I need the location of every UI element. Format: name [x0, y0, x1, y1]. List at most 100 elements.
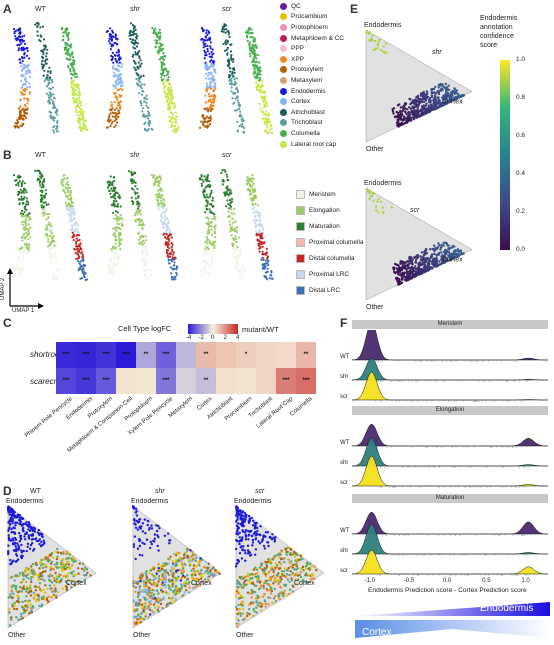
panel-d-cell-point — [243, 531, 247, 534]
umap-cell-point — [258, 250, 261, 253]
panel-b-title-scr: scr — [222, 152, 232, 159]
panel-d-cell-point — [143, 596, 147, 600]
umap-cell-point — [235, 258, 238, 261]
umap-cell-point — [246, 32, 249, 35]
panel-d-cell-point — [249, 602, 252, 605]
umap-cell-point — [64, 52, 67, 55]
panel-d-cell-point — [260, 609, 263, 612]
umap-cell-point — [263, 265, 266, 268]
panel-d-cell-point — [44, 591, 47, 594]
umap-cell-point — [50, 78, 54, 81]
panel-d-cell-point — [289, 561, 292, 564]
panel-d-cell-point — [26, 601, 30, 604]
umap-cell-point — [133, 25, 136, 28]
umap-cell-point — [160, 57, 163, 60]
umap-cell-point — [113, 119, 116, 122]
umap-cell-point — [162, 226, 165, 230]
umap-cell-point — [74, 252, 77, 255]
umap-cell-point — [136, 187, 139, 190]
panel-d-cell-point — [50, 596, 53, 599]
cell-type-legend-swatch — [280, 34, 287, 42]
zone-legend-swatch — [296, 205, 305, 215]
umap-cell-point — [230, 208, 233, 211]
umap-cell-point — [155, 196, 159, 199]
umap-cell-point — [15, 183, 18, 186]
panel-d-cell-point — [251, 544, 254, 547]
umap-cell-point — [115, 252, 118, 255]
umap-cell-point — [209, 87, 212, 90]
panel-d-cell-point — [244, 515, 248, 519]
panel-d-cell-point — [37, 576, 40, 579]
umap-cell-point — [77, 84, 80, 87]
umap-cell-point — [204, 125, 207, 128]
umap-cell-point — [265, 101, 269, 104]
umap-cell-point — [160, 68, 163, 71]
umap-cell-point — [134, 41, 138, 44]
panel-d-cell-point — [20, 612, 23, 616]
panel-d-cell-point — [148, 606, 152, 609]
umap-cell-point — [23, 87, 27, 90]
umap-cell-point — [119, 228, 122, 231]
umap-cell-point — [44, 77, 47, 81]
panel-d-cell-point — [160, 583, 163, 586]
umap-cell-point — [42, 184, 45, 187]
umap-cell-point — [41, 55, 44, 59]
umap-cell-point — [73, 73, 76, 76]
panel-d-cell-point — [295, 562, 299, 566]
umap-cell-point — [145, 129, 148, 132]
umap-cell-point — [55, 262, 58, 265]
panel-d-cell-point — [184, 556, 187, 559]
panel-d-cell-point — [255, 578, 259, 581]
panel-d-cell-point — [13, 541, 17, 545]
umap-cell-point — [111, 250, 114, 253]
umap-cell-point — [169, 120, 172, 123]
umap-cell-point — [117, 256, 120, 259]
panel-d-cell-point — [169, 555, 172, 558]
umap-cell-point — [253, 54, 256, 57]
umap-cell-point — [260, 258, 263, 261]
umap-cell-point — [200, 175, 203, 178]
umap-cell-point — [131, 41, 135, 45]
umap-cell-point — [19, 105, 22, 108]
umap-cell-point — [84, 278, 87, 282]
umap-cell-point — [207, 74, 210, 77]
panel-d-cell-point — [288, 592, 291, 596]
panel-d-cell-point — [28, 568, 32, 571]
panel-d-cell-point — [264, 560, 267, 564]
panel-d-cell-point — [160, 564, 163, 568]
panel-d-cell-point — [27, 591, 30, 594]
panel-d-cell-point — [29, 587, 33, 591]
panel-e-ternary-plots: EndodermisCortexOtherEndodermisCortexOth… — [364, 22, 473, 310]
umap-cell-point — [133, 171, 136, 174]
panel-d-cell-point — [150, 542, 153, 546]
umap-cell-point — [76, 104, 79, 108]
panel-b-umap-plots — [12, 169, 274, 282]
panel-d-cell-point — [291, 590, 295, 593]
umap-cell-point — [214, 71, 217, 74]
umap-cell-point — [36, 177, 39, 180]
umap-cell-point — [118, 238, 121, 241]
panel-d-cell-point — [287, 558, 290, 561]
umap-cell-point — [138, 220, 142, 223]
umap-cell-point — [127, 170, 131, 173]
umap-cell-point — [204, 261, 207, 264]
panel-d-cell-point — [154, 582, 157, 585]
panel-d-cell-point — [30, 576, 33, 579]
panel-d-cell-point — [38, 567, 41, 570]
umap-cell-point — [108, 120, 111, 123]
panel-d-ternary-plots: EndodermisCortexOtherEndodermisCortexOth… — [6, 498, 325, 639]
umap-cell-point — [143, 269, 146, 272]
umap-cell-point — [23, 97, 26, 100]
panel-d-cell-point — [270, 565, 274, 569]
umap-axis-arrows — [7, 268, 44, 309]
panel-d-cell-point — [9, 616, 13, 619]
panel-letter-d: D — [3, 484, 12, 498]
panel-d-cell-point — [182, 553, 186, 557]
umap-cell-point — [134, 53, 137, 56]
umap-cell-point — [165, 233, 168, 236]
panel-d-cell-point — [6, 552, 10, 556]
panel-d-cell-point — [149, 613, 152, 616]
umap-cell-point — [227, 61, 230, 64]
panel-d-cell-point — [43, 597, 46, 601]
panel-d-cell-point — [8, 513, 11, 516]
